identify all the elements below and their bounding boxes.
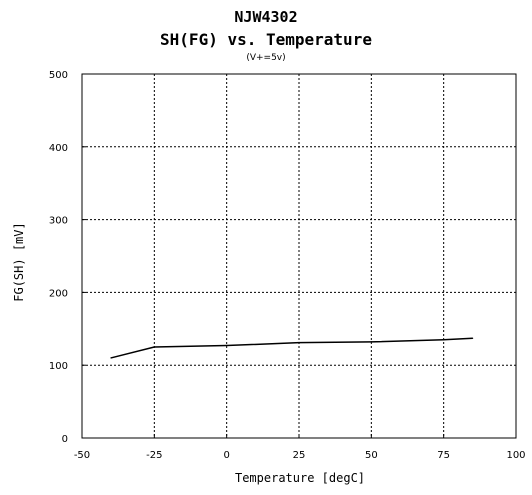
data-point: [472, 337, 474, 339]
data-point: [110, 357, 112, 359]
x-tick-label: -25: [146, 450, 162, 461]
x-tick-label: 0: [223, 450, 229, 461]
data-point: [298, 342, 300, 344]
grid: [82, 74, 516, 438]
y-tick-label: 500: [49, 70, 68, 81]
x-tick-label: 25: [293, 450, 306, 461]
x-tick-label: 75: [437, 450, 450, 461]
x-axis-label: Temperature [degC]: [234, 471, 366, 485]
y-tick-label: 100: [49, 361, 68, 372]
chart-subtitle: SH(FG) vs. Temperature: [160, 30, 372, 49]
x-tick-label: 50: [365, 450, 378, 461]
x-tick-label: -50: [74, 450, 90, 461]
axis-ticks: -50 -25 0 25 50 75 100 0 100 200 300 400 500: [49, 70, 526, 461]
series-layer: [110, 337, 474, 359]
y-tick-label: 0: [62, 434, 68, 445]
x-tick-label: 100: [506, 450, 525, 461]
y-tick-label: 200: [49, 288, 68, 299]
data-point: [153, 346, 155, 348]
y-tick-label: 300: [49, 216, 68, 227]
data-point: [370, 341, 372, 343]
series-line: [110, 337, 473, 359]
y-axis-label: FG(SH) [mV]: [12, 222, 26, 302]
data-point: [443, 339, 445, 341]
chart-condition: (V+=5v): [246, 53, 286, 63]
y-tick-label: 400: [49, 143, 68, 154]
data-point: [226, 344, 228, 347]
chart-title: NJW4302: [234, 8, 298, 26]
